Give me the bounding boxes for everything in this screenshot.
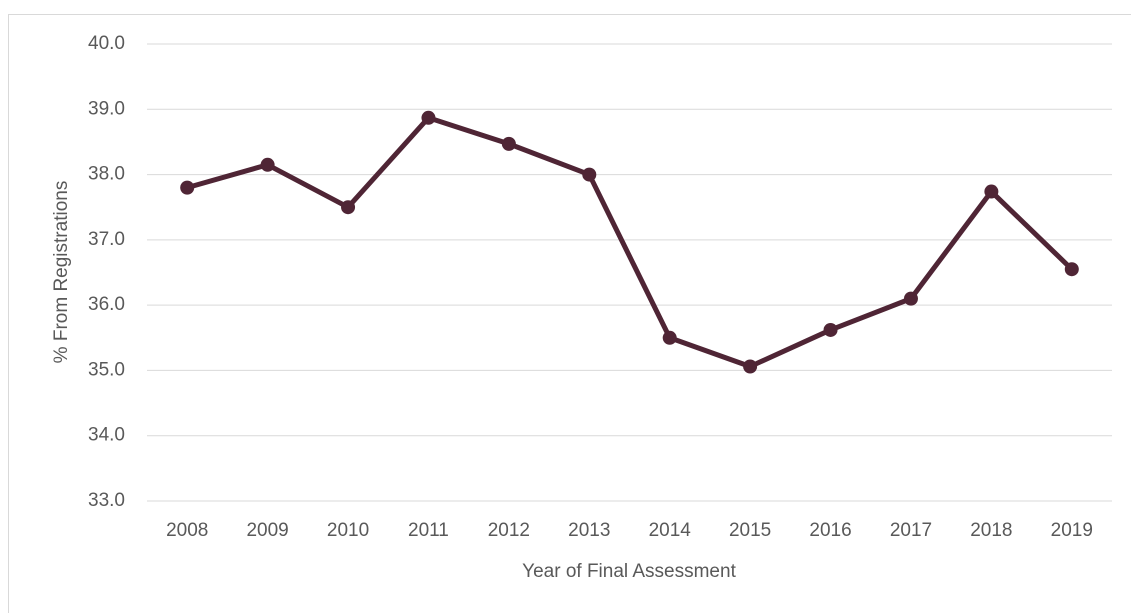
y-tick-label: 33.0 [88, 490, 125, 511]
x-tick-label: 2017 [890, 520, 932, 541]
data-line [186, 115, 1074, 370]
data-point [823, 322, 838, 337]
y-tick-label: 36.0 [88, 294, 125, 315]
x-tick-label: 2014 [649, 520, 692, 541]
data-point [421, 110, 436, 125]
chart-border [8, 14, 1131, 613]
x-tick-label: 2008 [166, 520, 208, 541]
x-tick-label: 2010 [327, 520, 369, 541]
data-point [582, 167, 597, 182]
x-tick-label: 2016 [809, 520, 851, 541]
data-point [501, 136, 516, 151]
x-tick-label: 2009 [246, 520, 288, 541]
data-point [180, 180, 195, 195]
x-tick-label: 2018 [970, 520, 1012, 541]
y-tick-label: 37.0 [88, 229, 125, 250]
x-tick-label: 2012 [488, 520, 530, 541]
x-axis-label: Year of Final Assessment [522, 561, 736, 582]
y-tick-label: 35.0 [88, 359, 125, 380]
x-tick-label: 2013 [568, 520, 610, 541]
y-tick-label: 38.0 [88, 164, 125, 185]
data-point [260, 157, 275, 172]
y-tick-label: 40.0 [88, 33, 125, 54]
x-tick-label: 2015 [729, 520, 771, 541]
data-point [1064, 262, 1079, 277]
data-point [984, 184, 999, 199]
data-point [662, 330, 677, 345]
data-point [341, 200, 356, 215]
y-axis-label: % From Registrations [51, 181, 72, 364]
y-tick-label: 34.0 [88, 425, 125, 446]
y-tick-label: 39.0 [88, 98, 125, 119]
x-tick-label: 2011 [408, 520, 449, 541]
data-point [743, 359, 758, 374]
data-point [903, 291, 918, 306]
x-tick-label: 2019 [1051, 520, 1093, 541]
